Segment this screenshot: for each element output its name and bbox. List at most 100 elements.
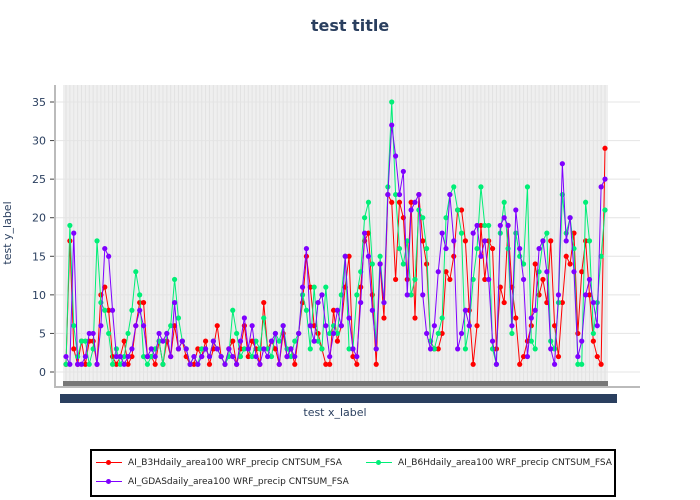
data-point	[354, 353, 360, 360]
data-point	[583, 292, 589, 298]
data-point	[501, 215, 507, 221]
data-point	[315, 299, 321, 306]
data-point	[210, 338, 216, 344]
data-point	[144, 353, 151, 360]
data-point	[373, 346, 379, 352]
data-point	[160, 338, 166, 344]
data-point	[458, 230, 465, 236]
data-point	[82, 338, 88, 344]
data-point	[237, 353, 244, 360]
data-point	[602, 145, 608, 151]
data-point	[408, 199, 414, 205]
y-tick-label: 20	[32, 212, 46, 225]
data-point	[563, 238, 569, 244]
data-point	[579, 338, 585, 344]
data-point	[284, 353, 290, 360]
data-point	[594, 299, 600, 306]
data-point	[241, 315, 247, 321]
data-point	[389, 99, 395, 105]
data-point	[575, 330, 581, 337]
data-point	[393, 276, 399, 283]
data-point	[350, 346, 356, 352]
data-point	[365, 253, 372, 259]
data-point	[416, 191, 422, 198]
data-point	[509, 323, 515, 329]
data-point	[195, 361, 201, 367]
data-point	[102, 307, 108, 313]
data-point	[86, 361, 92, 367]
data-point	[389, 199, 395, 205]
data-point	[482, 276, 488, 283]
data-point	[555, 353, 562, 360]
data-point	[412, 315, 418, 321]
data-point	[532, 261, 538, 267]
data-point	[482, 238, 488, 244]
data-point	[462, 307, 469, 313]
data-point	[346, 253, 352, 259]
data-point	[323, 361, 329, 367]
data-point	[78, 361, 85, 367]
data-point	[474, 323, 480, 329]
y-tick-label: 10	[32, 289, 46, 302]
data-point	[323, 284, 329, 290]
data-point	[334, 338, 341, 344]
data-point	[462, 346, 469, 352]
data-point	[424, 245, 430, 252]
data-point	[109, 307, 116, 313]
data-point	[536, 292, 542, 298]
data-point	[451, 253, 457, 259]
data-point	[354, 292, 360, 298]
data-point	[517, 245, 523, 252]
data-point	[307, 323, 313, 329]
data-point	[431, 346, 437, 352]
data-point	[346, 346, 352, 352]
data-point	[575, 353, 581, 360]
data-point	[191, 353, 197, 360]
data-point	[528, 338, 534, 344]
data-point	[164, 330, 170, 337]
data-point	[579, 361, 585, 367]
data-point	[175, 346, 182, 352]
data-point	[443, 245, 449, 252]
data-point	[129, 353, 135, 360]
data-point	[117, 361, 123, 367]
data-point	[280, 323, 286, 329]
data-point	[299, 284, 306, 290]
data-point	[462, 238, 469, 244]
data-point	[567, 215, 573, 221]
data-point	[98, 323, 104, 329]
data-point	[168, 323, 174, 329]
data-point	[559, 161, 565, 167]
data-point	[400, 168, 406, 175]
data-point	[563, 253, 569, 259]
data-point	[544, 230, 550, 236]
data-point	[361, 215, 368, 221]
data-point	[396, 199, 403, 205]
data-point	[230, 307, 236, 313]
data-point	[307, 284, 313, 290]
data-point	[528, 315, 534, 321]
data-point	[474, 222, 480, 229]
data-point	[102, 284, 108, 290]
data-point	[94, 361, 100, 367]
data-point	[226, 346, 232, 352]
data-point	[559, 299, 565, 306]
data-point	[71, 230, 77, 236]
data-point	[67, 361, 73, 367]
data-point	[261, 346, 267, 352]
data-point	[133, 323, 139, 329]
data-point	[129, 307, 135, 313]
data-point	[113, 346, 120, 352]
data-point	[261, 315, 267, 321]
data-point	[466, 323, 472, 329]
data-point	[160, 361, 166, 367]
data-point	[431, 323, 437, 329]
chart-plot: 0 5 10 15 20 25 30 35 test x_label test y_label	[1, 85, 640, 419]
data-point	[377, 253, 383, 259]
data-point	[571, 269, 577, 275]
legend-item-b3h: AI_B3Hdaily_area100 WRF_precip CNTSUM_FS…	[96, 458, 342, 468]
data-point	[393, 153, 399, 159]
data-point	[470, 361, 476, 367]
data-point	[71, 346, 77, 352]
data-point	[125, 353, 131, 360]
